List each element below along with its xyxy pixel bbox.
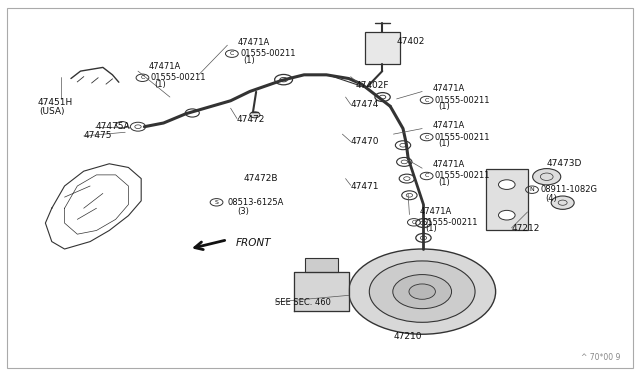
Text: 47471: 47471 [351,182,379,190]
FancyBboxPatch shape [486,169,527,231]
FancyBboxPatch shape [365,32,400,64]
Text: C: C [424,135,429,140]
Text: 47210: 47210 [394,331,422,341]
Circle shape [185,109,199,117]
Text: (3): (3) [237,208,249,217]
Text: (4): (4) [545,195,557,203]
Text: 01555-00211: 01555-00211 [435,171,490,180]
Circle shape [393,275,452,309]
Text: 47471A: 47471A [433,160,465,169]
Text: C: C [424,97,429,103]
Text: 08911-1082G: 08911-1082G [540,185,597,194]
Text: (1): (1) [438,178,450,187]
Circle shape [250,112,260,118]
Text: 47471A: 47471A [433,121,465,131]
Text: ^ 70*00 9: ^ 70*00 9 [580,353,620,362]
Circle shape [349,249,495,334]
Polygon shape [294,272,349,311]
Circle shape [532,169,561,185]
Text: SEE SEC. 460: SEE SEC. 460 [275,298,331,307]
FancyBboxPatch shape [305,257,338,272]
Circle shape [416,219,431,228]
Circle shape [409,284,435,299]
Circle shape [399,174,415,183]
Text: C: C [424,173,429,179]
Text: 01555-00211: 01555-00211 [435,132,490,142]
Text: 47471A: 47471A [420,207,452,216]
Text: 08513-6125A: 08513-6125A [227,198,284,207]
Circle shape [551,196,574,209]
Circle shape [396,141,411,150]
Text: 47451H: 47451H [38,98,73,107]
Text: (1): (1) [243,56,255,65]
Circle shape [397,157,412,166]
Circle shape [416,234,431,242]
Text: C: C [412,220,416,225]
Text: 47470: 47470 [351,137,379,146]
Circle shape [499,180,515,189]
Text: (1): (1) [154,80,166,89]
Text: 47471A: 47471A [433,84,465,93]
Text: FRONT: FRONT [236,238,271,248]
Text: 01555-00211: 01555-00211 [422,218,477,227]
Text: 47474: 47474 [351,100,379,109]
Text: N: N [530,187,534,192]
Circle shape [402,191,417,200]
Text: C: C [230,51,234,56]
Text: (1): (1) [438,102,450,111]
Text: (USA): (USA) [39,108,65,116]
Text: 01555-00211: 01555-00211 [151,73,206,82]
Circle shape [375,93,390,102]
FancyBboxPatch shape [7,8,633,368]
Circle shape [275,74,292,85]
Circle shape [499,211,515,220]
Circle shape [369,261,475,322]
Text: 47212: 47212 [511,224,540,233]
Text: 47475A: 47475A [95,122,130,131]
Text: 47473D: 47473D [547,159,582,168]
Text: 47402F: 47402F [355,81,388,90]
Text: (1): (1) [438,139,450,148]
Text: S: S [214,200,218,205]
Text: C: C [140,75,145,80]
Text: 01555-00211: 01555-00211 [240,49,296,58]
Text: 47472: 47472 [237,115,266,124]
Text: 01555-00211: 01555-00211 [435,96,490,105]
Text: 47402: 47402 [397,37,425,46]
Text: 47471A: 47471A [148,62,180,71]
Text: 47475: 47475 [84,131,112,141]
Text: 47472B: 47472B [243,174,278,183]
Text: (1): (1) [426,224,437,234]
Text: 47471A: 47471A [237,38,270,47]
